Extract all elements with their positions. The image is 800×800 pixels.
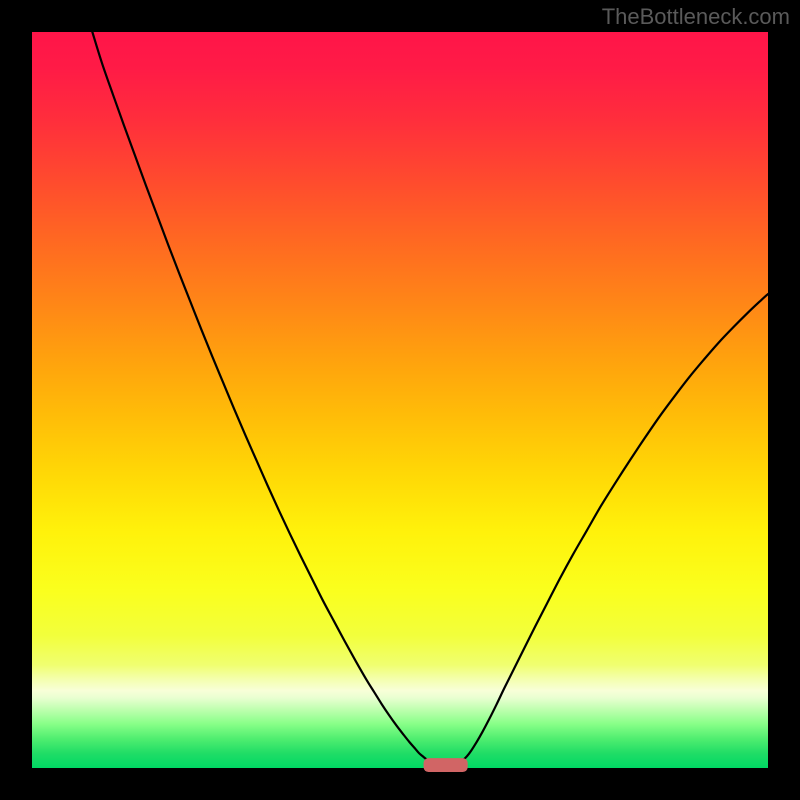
watermark-text: TheBottleneck.com bbox=[602, 4, 790, 30]
chart-root: TheBottleneck.com bbox=[0, 0, 800, 800]
dip-marker bbox=[424, 758, 468, 772]
plot-background bbox=[32, 32, 768, 768]
chart-svg bbox=[0, 0, 800, 800]
